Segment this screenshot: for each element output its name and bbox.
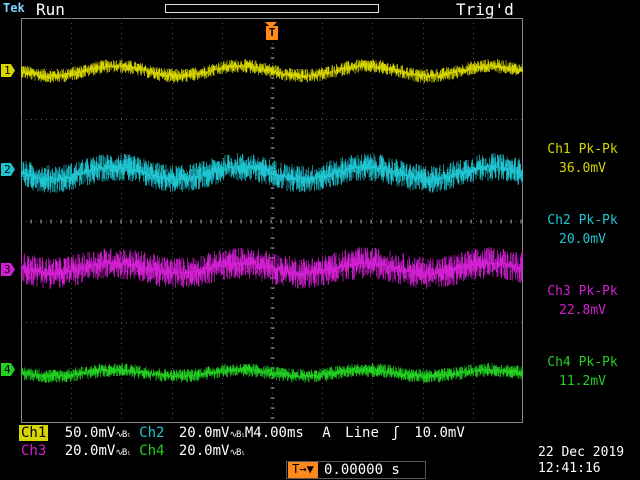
top-status-bar: Tek Run Trig'd [0, 0, 640, 20]
ch4-trace [21, 363, 523, 383]
ch2-trace [21, 153, 523, 193]
ch2-meas-value: 20.0mV [559, 232, 606, 247]
trigger-slope-icon: ʃ [391, 425, 400, 441]
time: 12:41:16 [538, 461, 601, 476]
ch3-meas-label: Ch3 Pk-Pk [547, 284, 618, 299]
trigger-position-value[interactable]: 0.00000 s [324, 462, 400, 478]
status-row-1: Ch1 50.0mV∿Bₗ Ch2 20.0mV∿BₗM4.00ms A Lin… [19, 425, 465, 441]
trigger-position-arrow [265, 13, 277, 28]
ch2-measurement: Ch2 Pk-Pk 20.0mV [525, 211, 640, 249]
trigger-mode: A [322, 425, 331, 441]
status-row-2: Ch3 20.0mV∿Bₗ Ch4 20.0mV∿Bₗ [19, 443, 246, 459]
trigger-level[interactable]: 10.0mV [414, 425, 465, 441]
ch2-scale: 20.0mV [178, 425, 230, 441]
brand-logo: Tek [3, 1, 25, 15]
ch1-meas-value: 36.0mV [559, 161, 606, 176]
ch3-marker[interactable]: 3 [1, 263, 15, 276]
date: 22 Dec 2019 [538, 445, 625, 460]
ch3-measurement: Ch3 Pk-Pk 22.8mV [525, 282, 640, 320]
ch1-trace [21, 59, 523, 83]
ch4-meas-value: 11.2mV [559, 374, 606, 389]
ch2-marker[interactable]: 2 [1, 163, 15, 176]
ch1-marker[interactable]: 1 [1, 64, 15, 77]
acquisition-state: Run [36, 0, 65, 19]
ch1-measurement: Ch1 Pk-Pk 36.0mV [525, 140, 640, 178]
ch4-meas-label: Ch4 Pk-Pk [547, 355, 618, 370]
ch2-label[interactable]: Ch2 [139, 425, 165, 441]
waveform-graticule [21, 18, 523, 423]
ch4-measurement: Ch4 Pk-Pk 11.2mV [525, 353, 640, 391]
ch1-label[interactable]: Ch1 [19, 425, 49, 441]
record-position-bar [165, 4, 379, 13]
trigger-source[interactable]: Line [345, 425, 379, 441]
ch1-meas-label: Ch1 Pk-Pk [547, 142, 618, 157]
bandwidth-limit-icon: ∿Bₗ [115, 448, 131, 458]
ch4-marker[interactable]: 4 [1, 363, 15, 376]
ch3-meas-value: 22.8mV [559, 303, 606, 318]
trigger-marker-icon: T [266, 26, 278, 40]
ch1-scale: 50.0mV [64, 425, 116, 441]
trigger-position-icon: T→▼ [288, 462, 318, 478]
ch4-scale: 20.0mV [178, 443, 230, 459]
bandwidth-limit-icon: ∿Bₗ [115, 430, 131, 440]
ch2-meas-label: Ch2 Pk-Pk [547, 213, 618, 228]
ch4-label[interactable]: Ch4 [139, 443, 165, 459]
ch3-trace [21, 247, 523, 289]
timebase[interactable]: M4.00ms [244, 425, 304, 441]
ch3-label[interactable]: Ch3 [21, 443, 47, 459]
trigger-status: Trig'd [456, 0, 514, 19]
bandwidth-limit-icon: ∿Bₗ [229, 430, 245, 440]
trigger-position-box [286, 461, 426, 479]
ch3-scale: 20.0mV [64, 443, 116, 459]
bandwidth-limit-icon: ∿Bₗ [229, 448, 245, 458]
